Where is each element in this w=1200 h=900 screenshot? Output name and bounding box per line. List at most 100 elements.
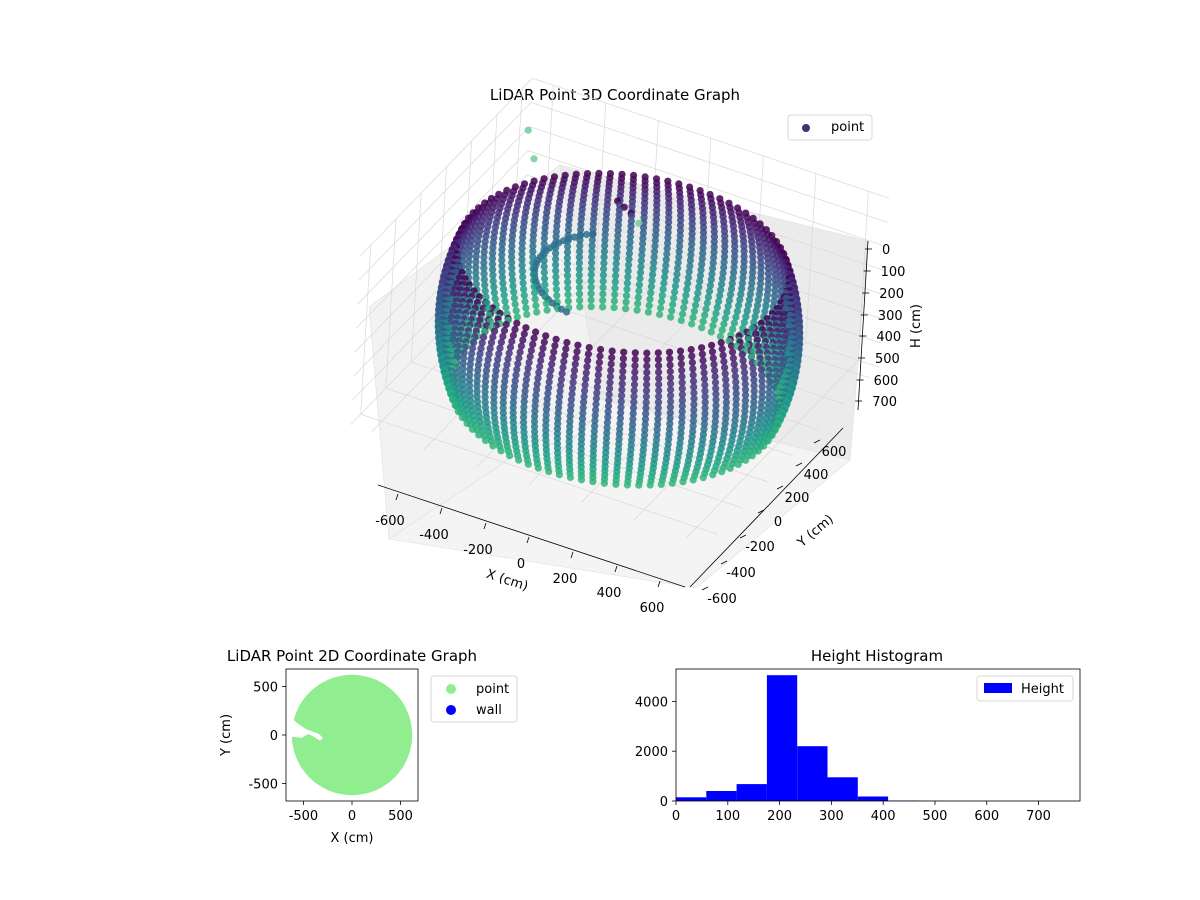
- point-3d-2300: [734, 460, 742, 468]
- point-3d-1492: [475, 355, 483, 364]
- point-3d-1832: [750, 392, 758, 401]
- point-3d-1478: [729, 354, 738, 362]
- point-3d-334: [614, 232, 622, 240]
- tick-label-hist-x-5: 500: [923, 809, 948, 824]
- tick-label-hist-x-0: 0: [672, 809, 680, 824]
- point-3d-1536: [548, 360, 556, 368]
- point-3d-1924: [509, 404, 517, 412]
- point-3d-581: [662, 261, 670, 269]
- legend-2d-label-point: point: [476, 682, 509, 697]
- point-3d-779: [647, 283, 656, 291]
- point-3d-807: [552, 285, 561, 293]
- point-3d-279: [541, 224, 549, 232]
- point-3d-1137: [740, 318, 749, 326]
- point-3d-1123: [677, 316, 685, 324]
- point-3d-845: [575, 290, 584, 298]
- point-3d-585: [498, 262, 506, 270]
- point-3d-328: [529, 231, 538, 239]
- point-3d-1702: [481, 377, 490, 385]
- point-3d-556: [674, 259, 682, 267]
- point-3d-1418: [665, 348, 674, 356]
- point-3d-1350: [727, 342, 736, 350]
- point-3d-254: [577, 220, 585, 228]
- point-3d-620: [771, 266, 779, 274]
- point-3d-412: [529, 242, 537, 250]
- point-3d-224: [565, 216, 573, 224]
- point-3d-1727: [630, 380, 639, 389]
- point-3d-1474: [709, 354, 717, 362]
- point-3d-570: [612, 260, 620, 268]
- point-3d-1083: [742, 313, 750, 321]
- point-3d-1852: [690, 395, 698, 403]
- point-3d-820: [771, 286, 779, 295]
- point-3d-1483: [619, 355, 628, 363]
- point-3d-1864: [605, 396, 613, 404]
- point-3d-1198: [729, 325, 737, 333]
- legend-2d-marker-wall: [446, 705, 456, 715]
- point-3d-1678: [700, 375, 709, 383]
- point-3d-198: [628, 212, 636, 220]
- point-3d-1955: [678, 408, 686, 416]
- point-3d-289: [601, 225, 610, 234]
- point-3d-1393: [527, 346, 536, 355]
- point-3d-1703: [491, 378, 499, 386]
- point-3d-913: [587, 296, 595, 304]
- point-3d-2057: [641, 421, 649, 429]
- point-3d-1830: [630, 392, 638, 400]
- grid-line-3d-side-z-2: [357, 126, 530, 305]
- point-3d-1385: [718, 345, 726, 353]
- point-3d-437: [489, 244, 497, 252]
- point-3d-969: [735, 301, 743, 310]
- point-3d-347: [626, 233, 635, 241]
- point-3d-746: [499, 279, 507, 287]
- point-3d-310: [519, 228, 527, 236]
- point-3d-890: [634, 293, 642, 301]
- legend-2d-label-wall: wall: [476, 703, 502, 718]
- point-3d-1070: [656, 310, 664, 319]
- point-3d-1660: [711, 372, 719, 381]
- point-3d-372: [508, 237, 516, 245]
- point-3d-1651: [482, 372, 490, 380]
- tick-label-3d-x-0: -600: [375, 514, 405, 529]
- point-3d-1400: [676, 347, 685, 355]
- point-3d-1735: [522, 381, 530, 389]
- point-3d-482: [625, 249, 634, 257]
- point-3d-593: [464, 263, 473, 271]
- point-3d-1444: [538, 350, 546, 359]
- point-3d-542: [637, 257, 646, 265]
- tick-label-3d-z-0: 0: [882, 243, 890, 258]
- point-3d-292: [652, 226, 660, 234]
- point-3d-794: [738, 285, 746, 293]
- point-3d-1606: [492, 367, 500, 375]
- point-3d-1661: [678, 373, 686, 381]
- point-3d-1854: [543, 395, 551, 403]
- point-3d-1851: [592, 395, 601, 403]
- point-3d-438: [699, 244, 707, 252]
- point-3d-705: [636, 274, 644, 283]
- tick-3d-y-5: [795, 462, 803, 467]
- point-3d-2193: [489, 442, 497, 450]
- point-3d-1737: [722, 381, 730, 389]
- point-3d-1710: [732, 378, 740, 386]
- point-3d-1376: [539, 344, 547, 352]
- point-3d-634: [498, 268, 506, 276]
- point-3d-1088: [513, 313, 521, 321]
- point-3d-1721: [618, 380, 626, 388]
- point-3d-1426: [643, 349, 651, 357]
- point-3d-491: [687, 251, 695, 259]
- point-3d-933: [657, 298, 666, 306]
- point-3d-770: [706, 281, 715, 289]
- point-3d-1716: [678, 379, 686, 387]
- point-3d-1958: [520, 408, 528, 416]
- point-3d-1327: [478, 339, 486, 347]
- point-3d-2054: [629, 420, 637, 428]
- point-3d-296: [676, 226, 685, 234]
- point-3d-2068: [566, 423, 574, 431]
- point-3d-2016: [701, 415, 709, 423]
- point-3d-2055: [654, 420, 662, 428]
- point-3d-1930: [499, 404, 507, 412]
- point-3d-515: [480, 253, 488, 261]
- hist-title: Height Histogram: [811, 647, 943, 665]
- point-3d-1687: [465, 376, 474, 384]
- point-3d-1885: [722, 398, 731, 406]
